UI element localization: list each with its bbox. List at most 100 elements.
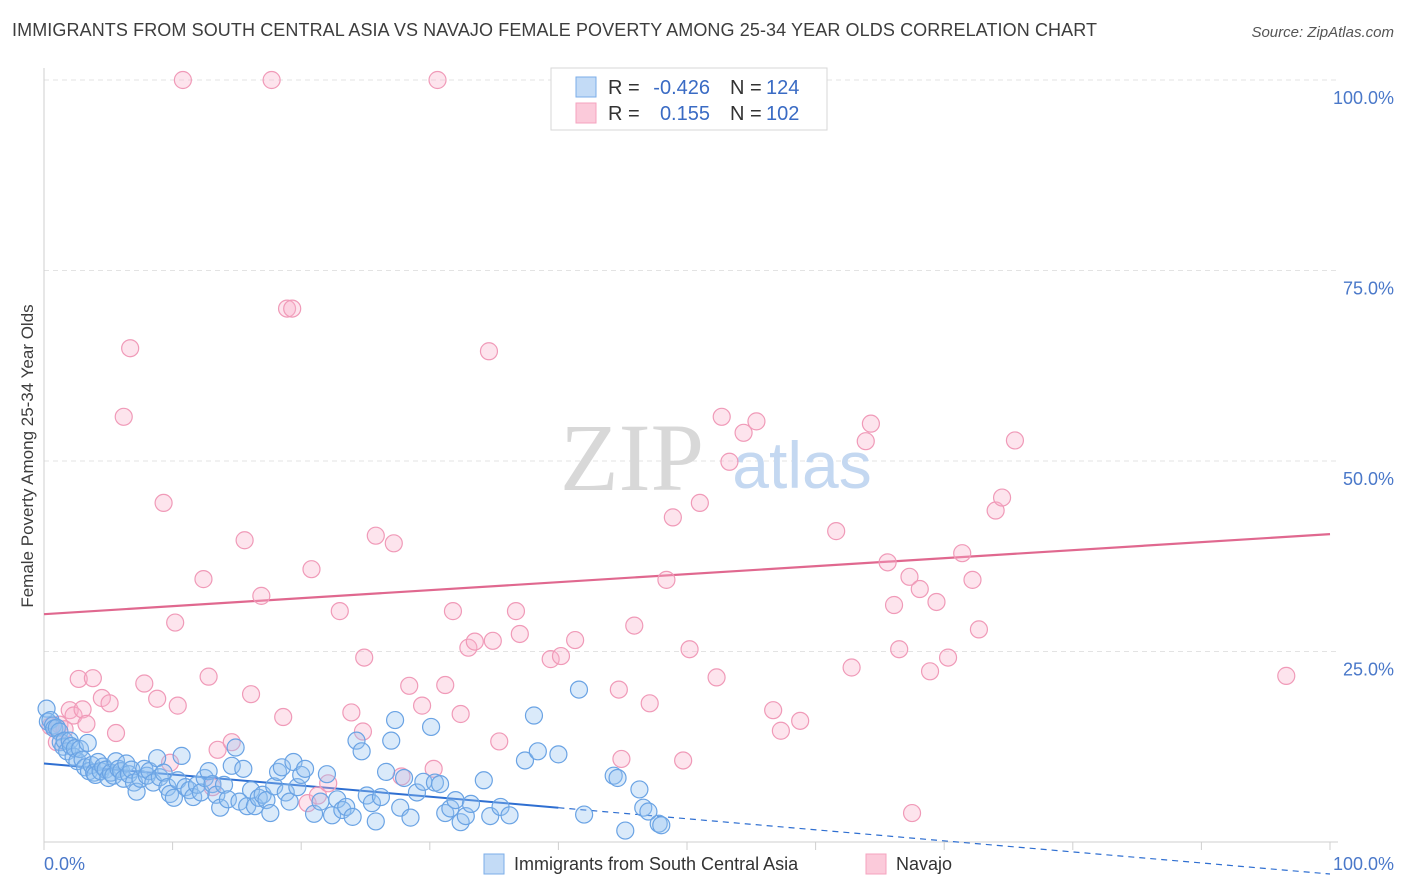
point-navajo-57 xyxy=(506,602,526,621)
point-navajo-46 xyxy=(412,696,432,715)
point-navajo-7 xyxy=(73,700,92,719)
stats-n-value-blue: 124 xyxy=(766,77,799,99)
point-navajo-61 xyxy=(566,630,585,650)
point-navajo-49 xyxy=(436,675,455,695)
point-navajo-77 xyxy=(734,423,753,442)
point-immigrants-50 xyxy=(164,788,183,807)
point-navajo-27 xyxy=(235,531,254,550)
point-navajo-12 xyxy=(106,723,126,743)
point-navajo-11 xyxy=(100,694,119,713)
point-immigrants-115 xyxy=(461,794,481,814)
point-navajo-96 xyxy=(963,570,982,589)
stats-n-label-blue: N = xyxy=(730,77,762,99)
point-navajo-67 xyxy=(640,694,659,713)
point-immigrants-123 xyxy=(549,745,568,764)
point-immigrants-52 xyxy=(172,746,191,765)
point-navajo-95 xyxy=(953,544,972,563)
point-immigrants-80 xyxy=(280,792,299,811)
y-tick-label-75: 75.0% xyxy=(1343,279,1394,299)
stats-swatch-pink xyxy=(575,102,597,124)
point-navajo-60 xyxy=(551,646,571,666)
stats-n-label-pink: N = xyxy=(730,103,762,125)
point-navajo-16 xyxy=(148,689,167,708)
point-immigrants-91 xyxy=(337,797,356,817)
point-navajo-14 xyxy=(121,339,140,358)
point-navajo-41 xyxy=(355,648,374,667)
point-immigrants-51 xyxy=(168,771,187,790)
point-navajo-81 xyxy=(791,711,810,730)
watermark-zip: ZIP xyxy=(560,404,704,511)
point-immigrants-99 xyxy=(376,762,396,781)
point-navajo-48 xyxy=(428,70,447,90)
watermark-atlas: atlas xyxy=(732,428,871,502)
point-navajo-93 xyxy=(927,592,946,612)
point-immigrants-112 xyxy=(446,790,465,810)
point-immigrants-84 xyxy=(295,759,315,778)
point-navajo-29 xyxy=(252,586,271,605)
point-immigrants-0 xyxy=(37,699,56,718)
point-navajo-90 xyxy=(902,803,922,823)
series-legend: Immigrants from South Central Asia Navaj… xyxy=(483,853,952,875)
point-immigrants-101 xyxy=(385,710,405,730)
point-navajo-15 xyxy=(135,674,154,693)
point-immigrants-117 xyxy=(481,806,500,826)
chart-title: IMMIGRANTS FROM SOUTH CENTRAL ASIA VS NA… xyxy=(12,20,1098,40)
point-navajo-70 xyxy=(674,751,693,770)
grid-lines xyxy=(44,79,1338,652)
point-navajo-39 xyxy=(342,703,361,722)
point-navajo-55 xyxy=(483,631,502,650)
stats-legend: R = -0.426 N = 124 R = 0.155 N = 102 xyxy=(550,67,828,131)
point-navajo-54 xyxy=(479,342,499,361)
point-immigrants-119 xyxy=(500,806,519,825)
point-immigrants-133 xyxy=(652,816,671,835)
point-navajo-6 xyxy=(69,669,88,689)
point-immigrants-103 xyxy=(394,768,414,788)
point-navajo-74 xyxy=(707,668,726,687)
point-navajo-91 xyxy=(910,579,929,599)
stats-n-value-pink: 102 xyxy=(766,103,799,125)
point-navajo-9 xyxy=(83,669,102,688)
point-immigrants-86 xyxy=(311,792,330,811)
point-navajo-58 xyxy=(510,624,529,644)
point-immigrants-121 xyxy=(524,706,544,725)
point-navajo-8 xyxy=(77,714,96,733)
point-immigrants-104 xyxy=(401,808,420,827)
y-tick-labels: 25.0% 50.0% 75.0% 100.0% xyxy=(1333,88,1394,680)
point-navajo-31 xyxy=(274,707,293,727)
point-navajo-23 xyxy=(199,667,218,686)
point-immigrants-131 xyxy=(639,802,658,821)
point-immigrants-76 xyxy=(265,777,284,796)
stats-swatch-blue xyxy=(575,76,597,98)
x-tick-label-min: 0.0% xyxy=(44,854,85,874)
x-tick-marks xyxy=(43,842,1331,850)
point-immigrants-125 xyxy=(575,805,594,824)
point-navajo-84 xyxy=(856,432,875,451)
point-navajo-64 xyxy=(609,680,628,699)
point-navajo-66 xyxy=(625,616,644,635)
stats-r-label-blue: R = xyxy=(608,77,640,99)
point-immigrants-129 xyxy=(630,780,649,799)
point-navajo-21 xyxy=(173,70,192,90)
y-tick-label-50: 50.0% xyxy=(1343,469,1394,489)
legend-label-immigrants: Immigrants from South Central Asia xyxy=(514,854,799,874)
point-navajo-78 xyxy=(747,412,766,431)
point-navajo-59 xyxy=(541,650,560,669)
point-navajo-85 xyxy=(861,414,880,433)
legend-swatch-navajo xyxy=(865,853,887,875)
point-immigrants-47 xyxy=(154,763,173,782)
point-immigrants-93 xyxy=(347,731,366,750)
point-navajo-40 xyxy=(353,722,373,741)
point-navajo-79 xyxy=(764,701,783,720)
point-immigrants-68 xyxy=(234,759,253,778)
point-immigrants-79 xyxy=(276,783,295,802)
point-immigrants-107 xyxy=(421,717,441,737)
point-navajo-53 xyxy=(465,632,484,651)
legend-swatch-immigrants xyxy=(483,853,505,875)
point-immigrants-100 xyxy=(382,731,401,750)
point-immigrants-122 xyxy=(528,742,547,761)
point-navajo-89 xyxy=(900,567,919,586)
watermark: ZIP atlas xyxy=(560,404,872,511)
x-tick-label-max: 100.0% xyxy=(1333,854,1394,874)
chart-source: Source: ZipAtlas.com xyxy=(1251,24,1394,41)
point-navajo-30 xyxy=(262,70,281,90)
